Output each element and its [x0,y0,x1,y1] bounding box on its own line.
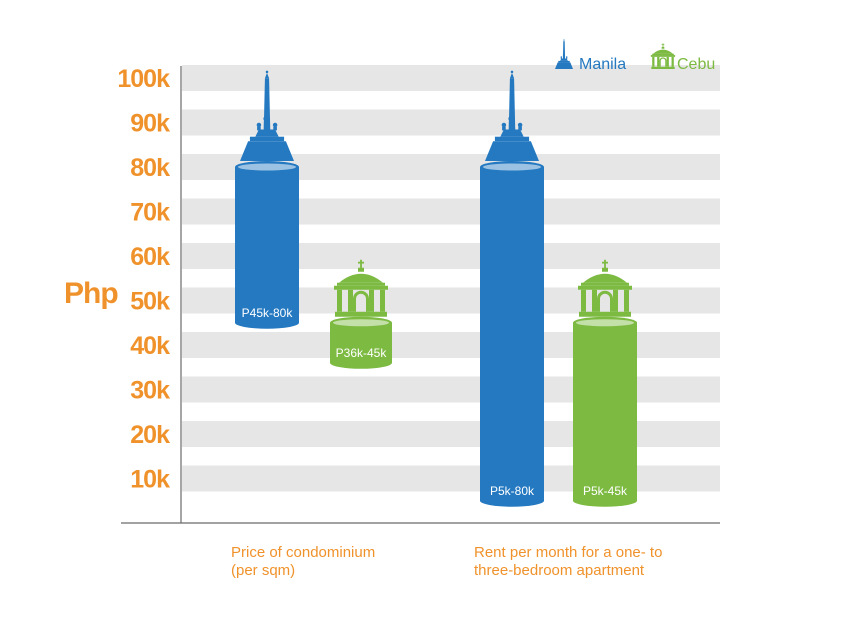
y-tick-label: 50k [130,288,170,316]
bar-top-highlight [238,163,296,171]
axes [121,66,720,524]
pavilion-dome-icon [578,259,632,317]
y-tick-label: 70k [130,199,170,227]
y-tick-label: 80k [130,154,170,182]
legend: Manila Cebu [555,38,715,73]
bar-bottom-cap [480,494,544,507]
bar-top-highlight [333,319,389,327]
bar-top-highlight [576,319,634,327]
grid-band [182,465,720,492]
bar-value-label: P5k-80k [490,484,535,498]
bar-value-label: P36k-45k [336,346,388,360]
pavilion-dome-icon [334,259,388,317]
bar-manila-1: P45k-80k [235,70,299,329]
obelisk-monument-icon [240,70,294,161]
grid-band [182,376,720,403]
category-label: Rent per month for a one- to three-bedroo… [474,544,662,579]
bar-bottom-cap [235,316,299,329]
y-tick-label: 10k [130,466,170,494]
bar-body [235,167,299,323]
y-tick-label: 60k [130,243,170,271]
grid-band [182,65,720,91]
grid-band [182,332,720,358]
bar-body [330,322,392,363]
bar-value-label: P45k-80k [242,306,294,320]
legend-cebu-label: Cebu [677,56,715,73]
grid-band [182,421,720,447]
bar-cebu-1: P36k-45k [330,259,392,369]
y-tick-labels: 10k 20k 30k 40k 50k 60k 70k 80k 90k 100k [117,65,171,494]
bar-body [573,322,637,501]
y-tick-label: 20k [130,421,170,449]
bar-top-highlight [483,163,541,171]
y-tick-label: 90k [130,110,170,138]
bars: P45k-80k P5k-80k P36k-45k P5k-45k [235,70,637,507]
legend-manila-icon [555,38,573,69]
bar-bottom-cap [330,356,392,369]
legend-cebu-icon [650,43,676,69]
y-axis-label: Php [64,277,118,310]
y-tick-label: 30k [130,377,170,405]
category-labels: Price of condominium (per sqm) Rent per mo… [231,544,662,579]
bar-manila-2: P5k-80k [480,70,544,507]
bar-bottom-cap [573,494,637,507]
category-label: Price of condominium (per sqm) [231,544,375,579]
obelisk-monument-icon [485,70,539,161]
y-tick-label: 100k [117,65,170,93]
legend-manila-label: Manila [579,56,626,73]
bar-value-label: P5k-45k [583,484,628,498]
bar-body [480,167,544,501]
y-tick-label: 40k [130,332,170,360]
bar-cebu-2: P5k-45k [573,259,637,507]
